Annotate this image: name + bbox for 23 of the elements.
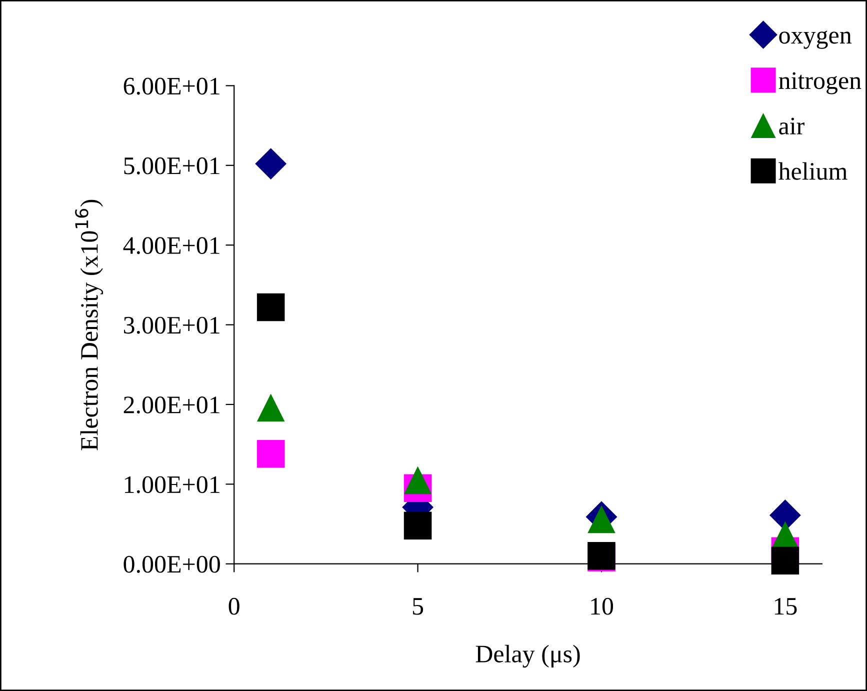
point [404, 512, 432, 540]
y-axis-title: Electron Density (x10$^{16}$) [75, 200, 104, 450]
point [255, 148, 287, 180]
legend-label: helium [778, 162, 848, 180]
x-tick-label: 15 [774, 598, 797, 615]
x-tick-label: 10 [591, 598, 614, 615]
point [256, 293, 285, 322]
y-tick-label: 4.00E+01 [123, 237, 220, 254]
y-tick-label: 6.00E+01 [124, 78, 220, 95]
y-tick-label: 5.00E+01 [124, 157, 220, 174]
legend-label: nitrogen [778, 72, 862, 94]
legend-label: oxygen [779, 30, 852, 49]
y-tick-label: 1.00E+01 [124, 476, 220, 494]
point [256, 394, 285, 422]
y-tick-label: 0.00E+00 [124, 556, 220, 573]
x-tick-label: 0 [228, 598, 240, 615]
y-tick-label: 3.00E+01 [124, 316, 220, 334]
legend-label: air [779, 118, 804, 134]
y-tick-label: 2.00E+01 [124, 396, 220, 414]
point [404, 466, 432, 494]
x-axis-title: Delay (μs) [476, 644, 580, 668]
point [256, 440, 285, 468]
x-tick-label: 5 [412, 598, 424, 615]
